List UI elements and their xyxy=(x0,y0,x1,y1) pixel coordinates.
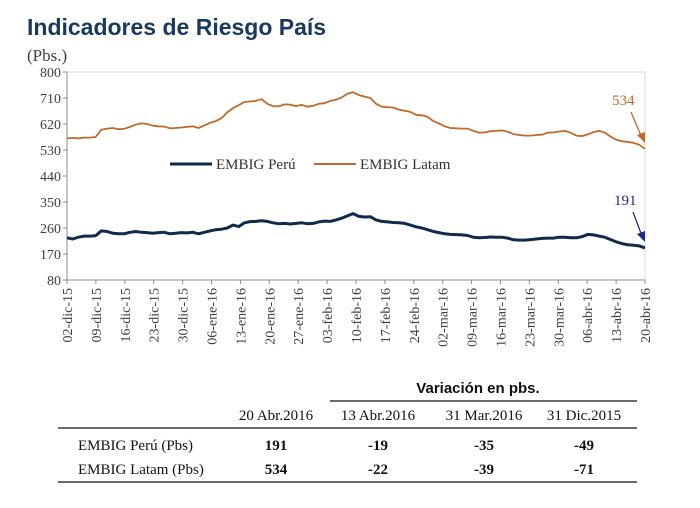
table-cell-peru-2: -19 xyxy=(368,438,388,454)
summary-table: Variación en pbs. 20 Abr.2016 13 Abr.201… xyxy=(58,380,637,483)
y-tick-label: 350 xyxy=(40,196,61,211)
table-cell-latam-2: -22 xyxy=(368,462,388,478)
x-tick-label: 23-dic-15 xyxy=(148,288,163,342)
table-cell-peru-4: -49 xyxy=(574,438,594,454)
x-tick-label: 23-mar-16 xyxy=(523,288,538,347)
table-col-header-2: 13 Abr.2016 xyxy=(341,408,416,424)
annotation-latam-arrowhead xyxy=(637,132,645,143)
x-tick-label: 13-ene-16 xyxy=(234,288,249,345)
table-col-header-3: 31 Mar.2016 xyxy=(446,408,523,424)
x-tick-label: 16-dic-15 xyxy=(119,288,134,342)
chart-title: Indicadores de Riesgo País xyxy=(27,14,326,40)
x-tick-label: 06-abr-16 xyxy=(581,288,596,343)
table-row-label-latam: EMBIG Latam (Pbs) xyxy=(78,462,204,478)
series-layer xyxy=(66,91,646,250)
x-tick-label: 03-feb-16 xyxy=(321,288,336,343)
table-cell-peru-1: 191 xyxy=(265,438,288,454)
x-tick-label: 02-dic-15 xyxy=(61,288,76,342)
x-tick-label: 30-mar-16 xyxy=(552,288,567,347)
x-tick-label: 16-mar-16 xyxy=(495,288,510,347)
series-line-embig-latam xyxy=(66,91,646,150)
annotation-latam-arrow xyxy=(630,111,643,139)
y-tick-label: 260 xyxy=(40,222,61,237)
x-tick-label: 24-feb-16 xyxy=(408,288,423,343)
x-tick-label: 20-abr-16 xyxy=(639,288,654,343)
x-tick-label: 27-ene-16 xyxy=(292,288,307,345)
series-line-embig-peru xyxy=(66,212,646,250)
y-tick-label: 800 xyxy=(40,66,61,81)
y-tick-label: 620 xyxy=(40,118,61,133)
y-tick-label: 170 xyxy=(40,248,61,263)
table-row-label-peru: EMBIG Perú (Pbs) xyxy=(78,438,193,454)
table-cell-latam-4: -71 xyxy=(574,462,594,478)
table-col-header-1: 20 Abr.2016 xyxy=(239,408,314,424)
x-tick-label: 17-feb-16 xyxy=(379,288,394,343)
x-tick-label: 10-feb-16 xyxy=(350,288,365,343)
annotation-peru-label: 191 xyxy=(614,193,637,209)
x-tick-label: 09-mar-16 xyxy=(466,288,481,347)
x-tick-label: 02-mar-16 xyxy=(437,288,452,347)
annotations: 534 191 xyxy=(612,93,645,242)
table-cell-latam-1: 534 xyxy=(265,462,288,478)
annotation-peru-arrow xyxy=(632,211,643,237)
annotation-peru-arrowhead xyxy=(637,231,645,242)
table-cell-latam-3: -39 xyxy=(474,462,494,478)
x-tick-label: 06-ene-16 xyxy=(206,288,221,345)
legend-label-peru: EMBIG Perú xyxy=(216,157,296,173)
chart-unit: (Pbs.) xyxy=(27,46,67,65)
x-tick-label: 13-abr-16 xyxy=(610,288,625,343)
y-tick-label: 440 xyxy=(40,170,61,185)
legend: EMBIG Perú EMBIG Latam xyxy=(170,157,451,173)
x-tick-label: 20-ene-16 xyxy=(263,288,278,345)
x-tick-label: 30-dic-15 xyxy=(177,288,192,342)
table-group-header: Variación en pbs. xyxy=(416,380,539,397)
annotation-latam-label: 534 xyxy=(612,93,635,109)
table-col-header-4: 31 Dic.2015 xyxy=(547,408,621,424)
x-tick-label: 09-dic-15 xyxy=(90,288,105,342)
y-tick-label: 710 xyxy=(40,92,61,107)
y-tick-label: 530 xyxy=(40,144,61,159)
legend-label-latam: EMBIG Latam xyxy=(360,157,451,173)
y-tick-label: 80 xyxy=(47,274,61,289)
table-cell-peru-3: -35 xyxy=(474,438,494,454)
axes: 80 170 260 350 440 530 620 710 800 02-dic-15 09-di… xyxy=(40,66,654,347)
